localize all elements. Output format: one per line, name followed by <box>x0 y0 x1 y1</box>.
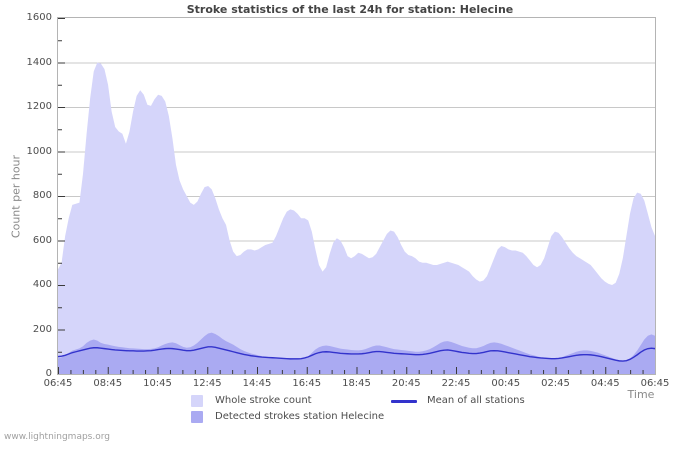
footer-attribution: www.lightningmaps.org <box>4 432 110 442</box>
x-tick-3: 12:45 <box>192 378 222 389</box>
chart-legend: Whole stroke count Detected strokes stat… <box>0 392 700 426</box>
chart-title: Stroke statistics of the last 24h for st… <box>186 3 514 16</box>
y-tick-1200: 1200 <box>26 101 52 112</box>
x-tick-8: 22:45 <box>441 378 471 389</box>
y-axis-tick-labels: 0 200 400 600 800 1000 1200 1400 1600 <box>0 0 52 390</box>
x-tick-12: 06:45 <box>640 378 670 389</box>
x-tick-11: 04:45 <box>590 378 620 389</box>
x-tick-2: 10:45 <box>143 378 172 389</box>
y-tick-1600: 1600 <box>26 12 52 23</box>
y-tick-400: 400 <box>32 279 52 290</box>
y-tick-800: 800 <box>32 190 52 201</box>
plot-area <box>57 17 656 375</box>
legend-label-mean-of-all-stations: Mean of all stations <box>427 395 525 406</box>
y-tick-0: 0 <box>45 368 52 379</box>
x-tick-10: 02:45 <box>541 378 570 389</box>
x-axis-label: Time <box>627 388 655 401</box>
x-tick-4: 14:45 <box>242 378 272 389</box>
x-tick-5: 16:45 <box>292 378 322 389</box>
x-tick-1: 08:45 <box>93 378 123 389</box>
y-tick-600: 600 <box>32 234 52 246</box>
y-tick-1000: 1000 <box>26 145 52 157</box>
legend-line-mean-of-all-stations <box>391 400 417 403</box>
legend-swatch-detected-strokes <box>191 411 203 423</box>
chart-canvas <box>58 18 655 374</box>
x-tick-9: 00:45 <box>491 378 521 389</box>
legend-label-whole-stroke-count: Whole stroke count <box>215 395 312 406</box>
y-tick-200: 200 <box>32 323 52 335</box>
legend-label-detected-strokes: Detected strokes station Helecine <box>215 411 385 422</box>
x-tick-6: 18:45 <box>342 378 371 389</box>
legend-swatch-whole-stroke-count <box>191 395 203 407</box>
x-tick-7: 20:45 <box>391 378 421 389</box>
y-tick-1400: 1400 <box>26 56 52 68</box>
x-tick-0: 06:45 <box>43 378 73 389</box>
